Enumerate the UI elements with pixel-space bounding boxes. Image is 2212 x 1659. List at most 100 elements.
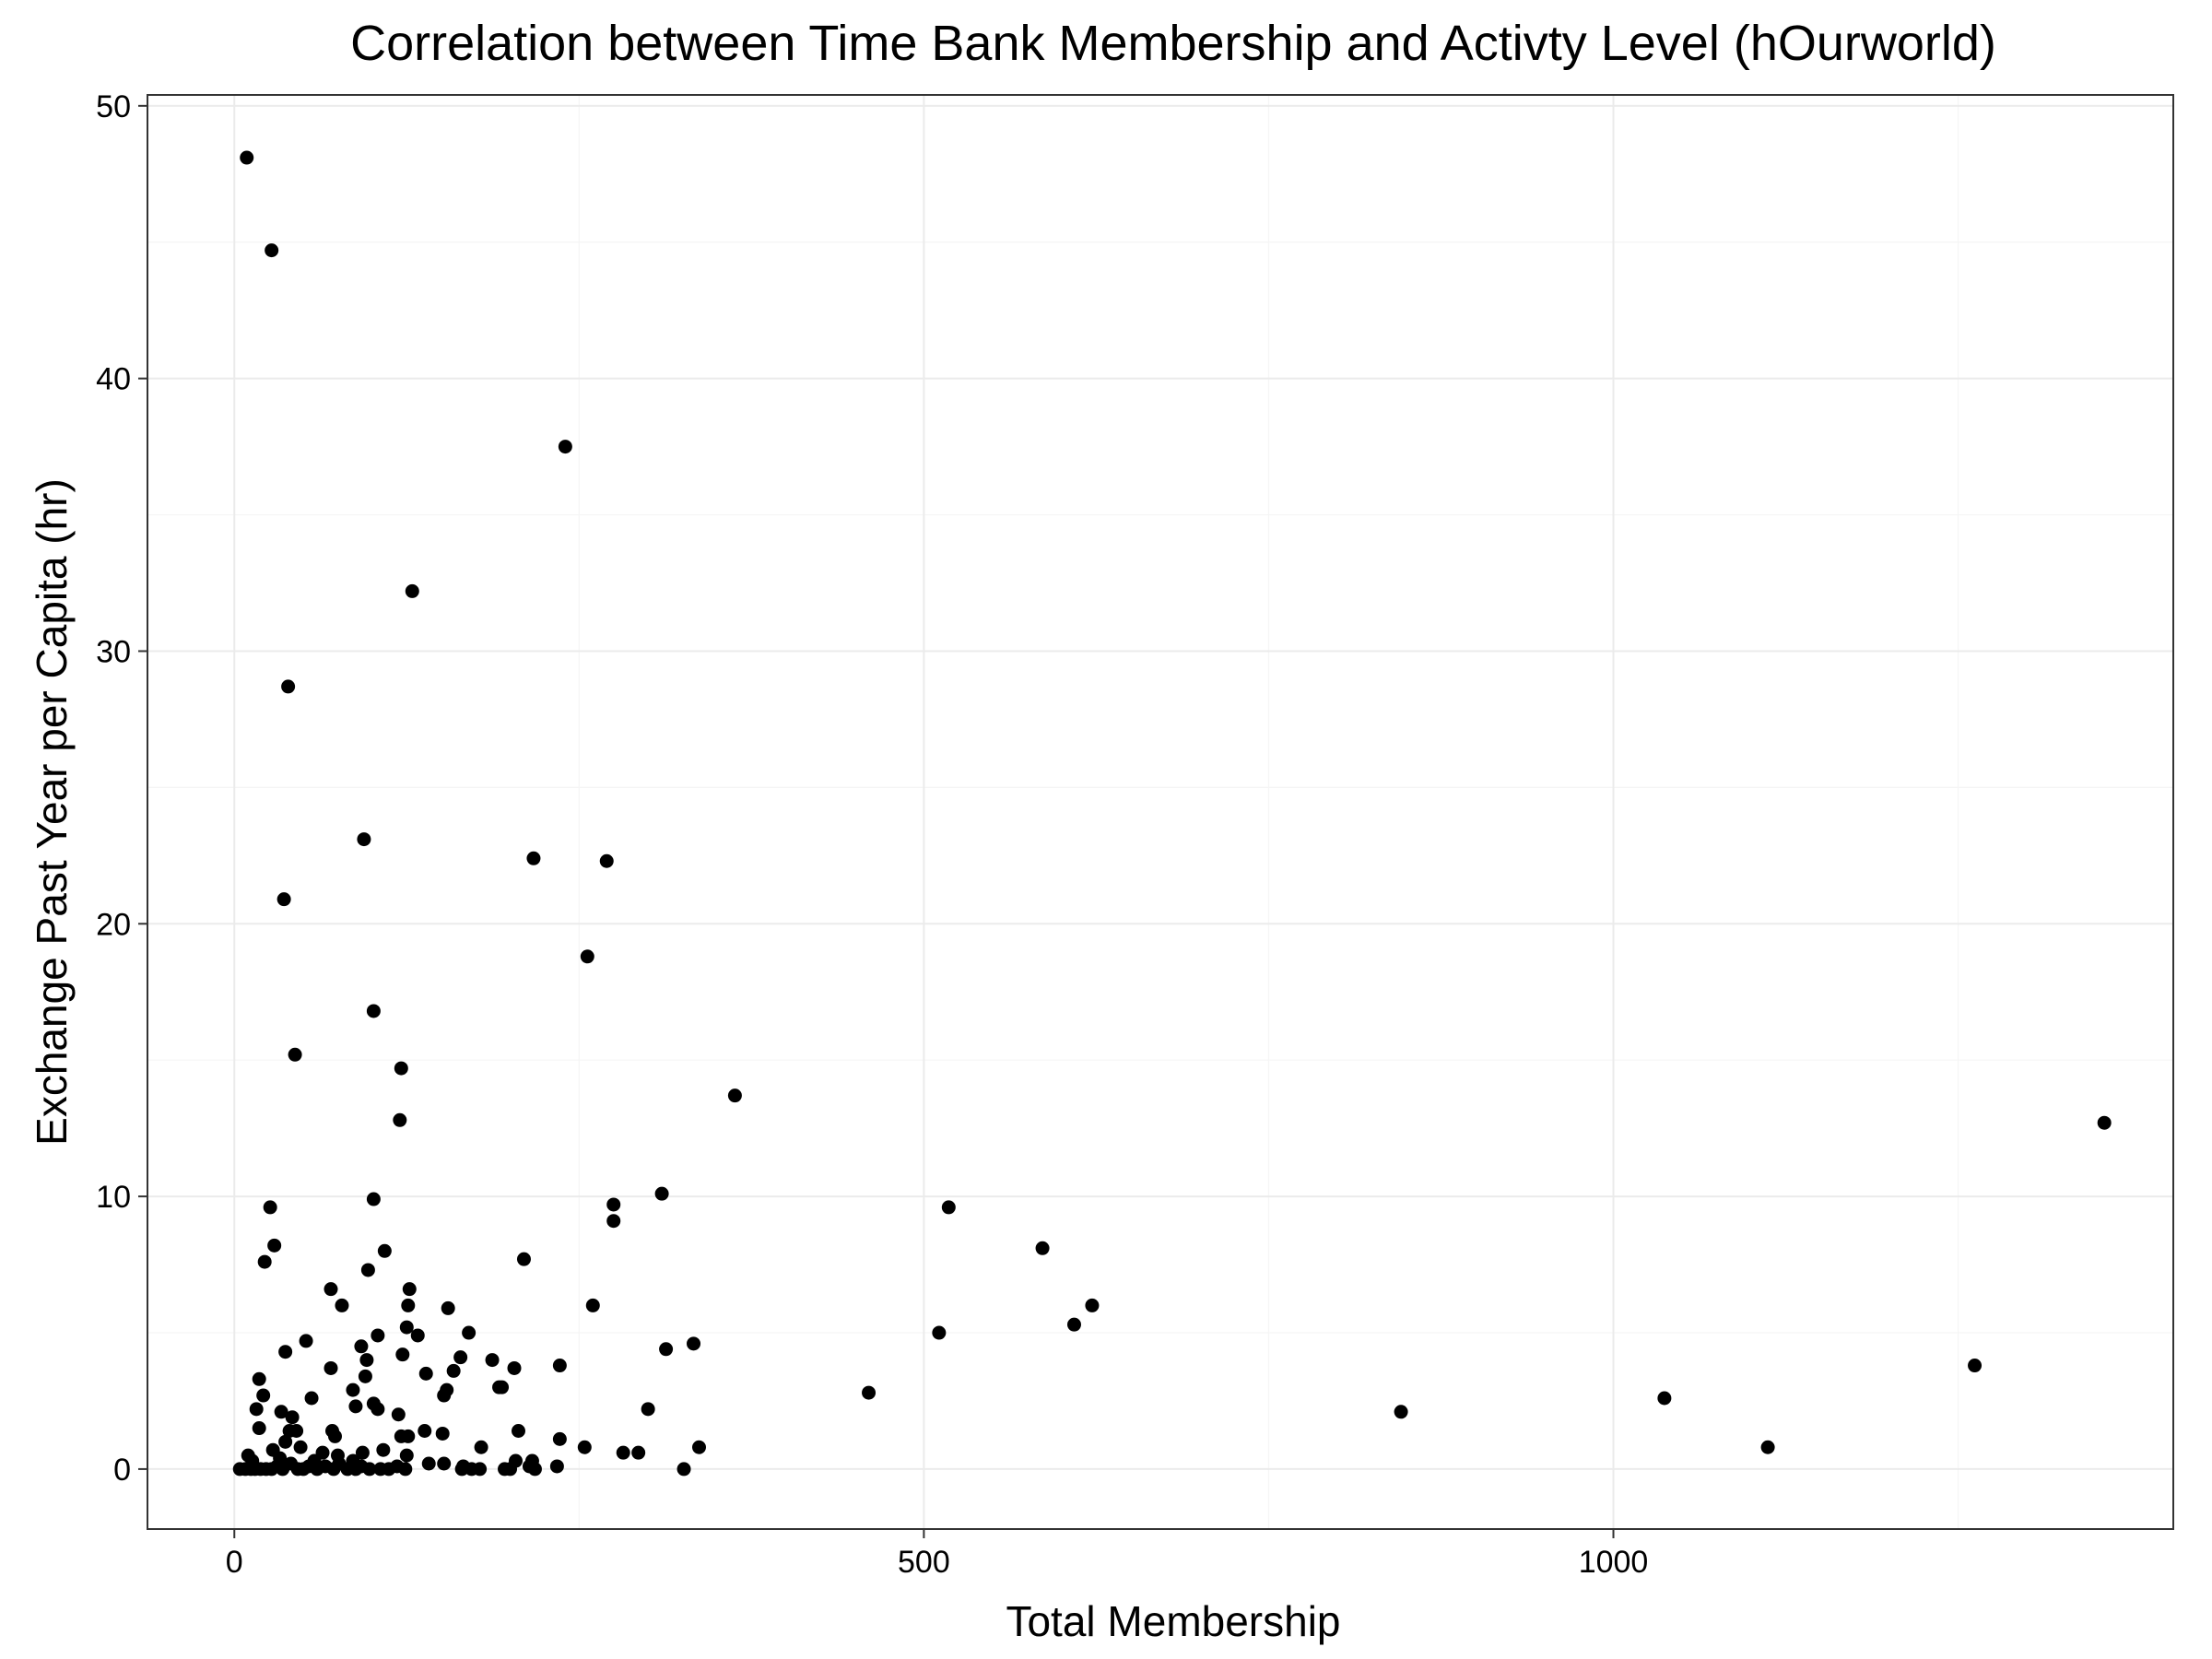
data-point <box>941 1200 956 1215</box>
data-point <box>267 1238 282 1253</box>
data-point <box>402 1282 417 1297</box>
data-point <box>692 1440 707 1454</box>
y-tick-label: 0 <box>113 1453 131 1488</box>
y-axis-label: Exchange Past Year per Capita (hr) <box>28 478 76 1146</box>
y-tick-label: 40 <box>96 362 131 397</box>
data-point <box>549 1459 564 1474</box>
data-point <box>274 1405 288 1419</box>
data-point <box>276 892 291 907</box>
y-tick-label: 10 <box>96 1180 131 1215</box>
data-point <box>577 1440 592 1454</box>
data-point <box>659 1342 674 1357</box>
data-point <box>495 1380 510 1394</box>
data-point <box>355 1445 370 1460</box>
data-point <box>654 1186 669 1201</box>
data-point <box>485 1353 500 1368</box>
data-point <box>324 1360 338 1375</box>
data-point <box>278 1345 293 1359</box>
data-point <box>1085 1298 1100 1312</box>
data-point <box>376 1442 391 1457</box>
data-point <box>398 1462 413 1477</box>
data-point <box>252 1371 266 1386</box>
data-point <box>558 440 572 454</box>
data-point <box>405 583 419 598</box>
data-point <box>285 1410 300 1425</box>
data-point <box>293 1440 308 1454</box>
data-point <box>335 1298 349 1312</box>
data-point <box>401 1298 416 1312</box>
x-tick-label: 1000 <box>1579 1545 1649 1580</box>
data-point <box>357 832 371 847</box>
data-point <box>371 1328 385 1343</box>
y-tick-label: 20 <box>96 907 131 942</box>
data-point <box>288 1047 302 1062</box>
data-point <box>289 1424 304 1439</box>
data-point <box>631 1445 646 1460</box>
data-point <box>552 1431 567 1446</box>
data-point <box>1394 1405 1408 1419</box>
data-point <box>324 1282 338 1297</box>
data-point <box>552 1359 567 1373</box>
data-point <box>399 1320 414 1335</box>
x-tick-label: 500 <box>898 1545 950 1580</box>
data-points <box>232 150 2112 1477</box>
data-point <box>580 949 594 964</box>
plot-panel-border <box>147 94 2174 1530</box>
data-point <box>401 1429 416 1443</box>
data-point <box>1657 1391 1672 1406</box>
data-point <box>421 1456 436 1471</box>
data-point <box>418 1366 433 1381</box>
data-point <box>346 1382 360 1397</box>
data-point <box>456 1459 471 1474</box>
data-point <box>862 1385 877 1400</box>
data-point <box>245 1453 260 1468</box>
data-point <box>641 1402 655 1417</box>
data-point <box>265 243 279 258</box>
data-point <box>516 1252 531 1266</box>
data-point <box>371 1402 385 1417</box>
data-point <box>377 1243 392 1258</box>
data-point <box>394 1061 408 1076</box>
data-point <box>391 1407 406 1422</box>
data-point <box>299 1334 313 1348</box>
data-point <box>507 1360 522 1375</box>
data-point <box>346 1453 360 1468</box>
data-point <box>616 1445 630 1460</box>
chart-title: Correlation between Time Bank Membership… <box>350 16 1996 71</box>
data-point <box>446 1363 461 1378</box>
data-point <box>1968 1359 1983 1373</box>
data-point <box>348 1399 363 1414</box>
data-point <box>359 1353 374 1368</box>
data-point <box>393 1112 407 1127</box>
data-point <box>273 1451 288 1465</box>
data-point <box>606 1214 621 1229</box>
data-point <box>585 1298 600 1312</box>
data-point <box>527 1462 542 1477</box>
data-point <box>441 1300 455 1315</box>
data-point <box>473 1462 488 1477</box>
data-point <box>366 1192 381 1206</box>
x-axis-label: Total Membership <box>1006 1597 1340 1645</box>
data-point <box>437 1388 452 1403</box>
data-point <box>399 1448 414 1463</box>
data-point <box>278 1434 293 1449</box>
data-point <box>727 1088 742 1103</box>
data-point <box>1066 1317 1081 1332</box>
data-point <box>354 1339 369 1354</box>
data-point <box>435 1426 450 1441</box>
data-point <box>249 1402 264 1417</box>
data-point <box>281 679 296 694</box>
axis-ticks: 0 500 1000 0 10 20 30 40 50 <box>96 89 1648 1580</box>
data-point <box>327 1429 342 1443</box>
data-point <box>418 1424 432 1439</box>
data-point <box>256 1388 271 1403</box>
data-point <box>257 1254 272 1269</box>
data-point <box>362 1462 377 1477</box>
data-point <box>462 1325 477 1340</box>
data-point <box>360 1263 375 1277</box>
data-point <box>1035 1241 1050 1255</box>
data-point <box>252 1421 266 1436</box>
y-tick-label: 50 <box>96 89 131 124</box>
y-tick-label: 30 <box>96 634 131 669</box>
